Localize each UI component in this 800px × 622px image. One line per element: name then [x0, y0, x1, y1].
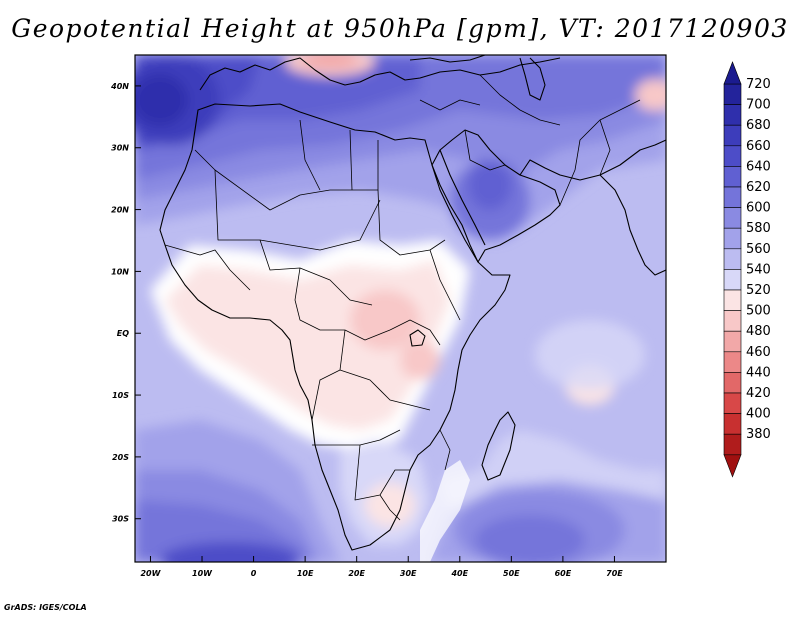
lake-victoria [409, 329, 426, 347]
colorbar-label: 480 [746, 324, 771, 339]
black-sea-coastline [409, 55, 486, 63]
lat-ticks: 40N 30N 20N 10N EQ 10S 20S 30S [110, 82, 141, 524]
africa-coastline [159, 103, 511, 551]
colorbar-label: 540 [746, 262, 771, 277]
iran-coastline [519, 139, 666, 181]
colorbar-label: 440 [746, 365, 771, 380]
colorbar-top-triangle [723, 61, 742, 85]
europe-coastline [199, 57, 561, 91]
colorbar-swatch [723, 145, 742, 167]
colorbar-label: 620 [746, 180, 771, 195]
colorbar-label: 420 [746, 386, 771, 401]
colorbar-label: 640 [746, 159, 771, 174]
coastlines [159, 55, 666, 551]
field-660-sw [160, 542, 300, 562]
chart-title: Geopotential Height at 950hPa [gpm], VT:… [11, 14, 789, 43]
field-520-south [365, 483, 415, 527]
colorbar-label: 500 [746, 304, 771, 319]
colorbar-label: 660 [746, 139, 771, 154]
colorbar-label: 700 [746, 98, 771, 113]
india-coastline [599, 174, 666, 276]
lat-tick-label: 10N [111, 267, 129, 276]
colorbar-swatch [723, 351, 742, 373]
colorbar-swatch [723, 289, 742, 311]
lon-tick-label: 20E [348, 569, 365, 578]
colorbar-label: 600 [746, 201, 771, 216]
colorbar-label: 680 [746, 118, 771, 133]
colorbar-label: 520 [746, 283, 771, 298]
colorbar-label: 460 [746, 345, 771, 360]
red-sea-coastline [439, 149, 486, 246]
colorbar: 720 700 680 660 640 620 600 580 560 540 520 500 480 4… [723, 61, 771, 478]
geopotential-field [135, 55, 666, 562]
colorbar-label: 380 [746, 427, 771, 442]
colorbar-swatch [723, 330, 742, 353]
field-500-himalaya [635, 79, 666, 111]
field-white-strip [420, 460, 470, 562]
colorbar-swatch [723, 269, 742, 291]
lon-tick-label: 10W [192, 569, 213, 578]
colorbar-swatch [723, 83, 742, 105]
field-560-se [440, 430, 666, 510]
lon-tick-label: 60E [555, 569, 572, 578]
field-620-se [475, 515, 585, 562]
country-borders [164, 74, 641, 521]
lat-tick-label: 30S [112, 515, 129, 524]
lat-tick-label: 20S [112, 453, 129, 462]
colorbar-label: 580 [746, 221, 771, 236]
lat-tick-label: 20N [111, 206, 129, 215]
field-700-atlantic [135, 74, 188, 126]
colorbar-swatch [723, 186, 742, 208]
colorbar-swatch [723, 104, 742, 126]
lon-tick-label: 20W [140, 569, 161, 578]
plot-frame [134, 54, 667, 563]
lon-ticks: 20W 10W 0 10E 20E 30E 40E 50E 60E 70E [140, 556, 623, 578]
lat-tick-label: 40N [110, 82, 129, 91]
lat-tick-label: EQ [117, 329, 129, 338]
colorbar-swatch [723, 392, 742, 414]
lat-tick-label: 10S [112, 391, 129, 400]
grads-credit: GrADS: IGES/COLA [4, 603, 87, 612]
field-500-congo [350, 290, 420, 350]
lon-tick-label: 40E [450, 569, 468, 578]
colorbar-label: 720 [746, 77, 771, 92]
colorbar-label: 400 [746, 407, 771, 422]
colorbar-swatch [723, 433, 742, 456]
lat-tick-label: 30N [111, 144, 129, 153]
colorbar-swatch [723, 166, 742, 188]
lon-tick-label: 10E [297, 569, 314, 578]
madagascar-coastline [481, 411, 516, 481]
field-640-arabia [468, 160, 512, 210]
lon-tick-label: 70E [606, 569, 623, 578]
lon-tick-label: 0 [251, 569, 257, 578]
colorbar-label: 560 [746, 242, 771, 257]
lon-tick-label: 50E [503, 569, 520, 578]
caspian-coastline [519, 57, 546, 101]
colorbar-swatch [723, 372, 742, 394]
arabia-coastline [431, 129, 561, 263]
lon-tick-label: 30E [400, 569, 417, 578]
field-540-indian [535, 320, 645, 390]
field-500-east [400, 340, 440, 380]
colorbar-swatch [723, 227, 742, 250]
colorbar-swatch [723, 310, 742, 332]
colorbar-swatch [723, 413, 742, 435]
colorbar-swatch [723, 207, 742, 229]
colorbar-swatch [723, 124, 742, 147]
colorbar-swatch [723, 248, 742, 270]
colorbar-bottom-triangle [723, 454, 742, 478]
field-480-med [302, 55, 358, 68]
